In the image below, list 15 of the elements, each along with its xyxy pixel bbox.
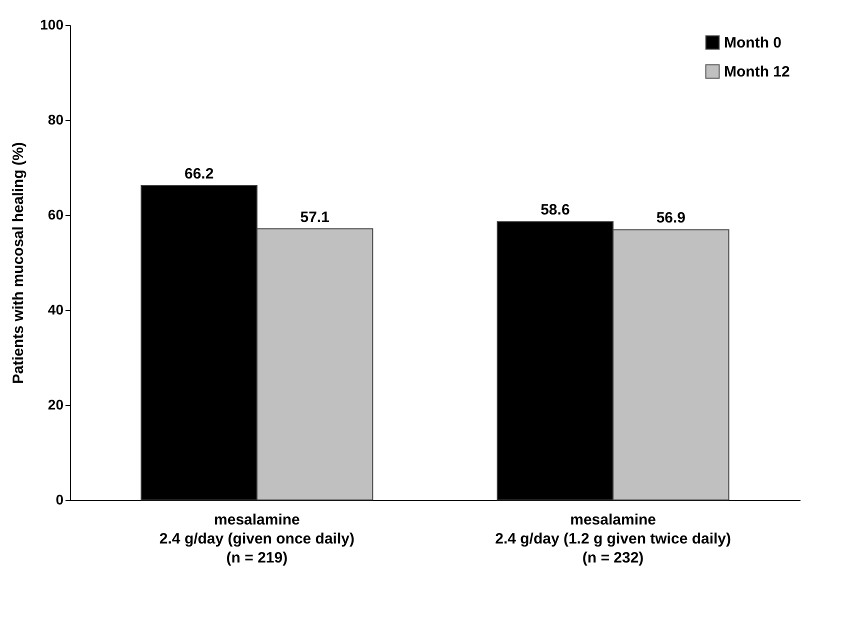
legend-label: Month 12 (724, 64, 790, 80)
y-tick-label: 100 (40, 16, 64, 32)
y-tick-label: 0 (56, 492, 64, 508)
y-tick-label: 40 (48, 302, 64, 318)
x-tick-label: mesalamine 2.4 g/day (given once daily) (n = 219) (159, 512, 354, 566)
x-tick-label: mesalamine 2.4 g/day (1.2 g given twice daily) (n = 232) (495, 512, 732, 566)
data-label: 58.6 (540, 202, 570, 219)
legend-label: Month 0 (724, 34, 782, 52)
data-label: 56.9 (656, 210, 686, 227)
y-axis-title: Patients with mucosal healing (%) (10, 142, 28, 384)
y-tick-label: 60 (48, 206, 64, 222)
data-label: 57.1 (300, 208, 330, 226)
data-label: 66.2 (184, 166, 214, 183)
y-tick-label: 20 (48, 396, 64, 412)
y-tick-label: 80 (48, 112, 64, 128)
